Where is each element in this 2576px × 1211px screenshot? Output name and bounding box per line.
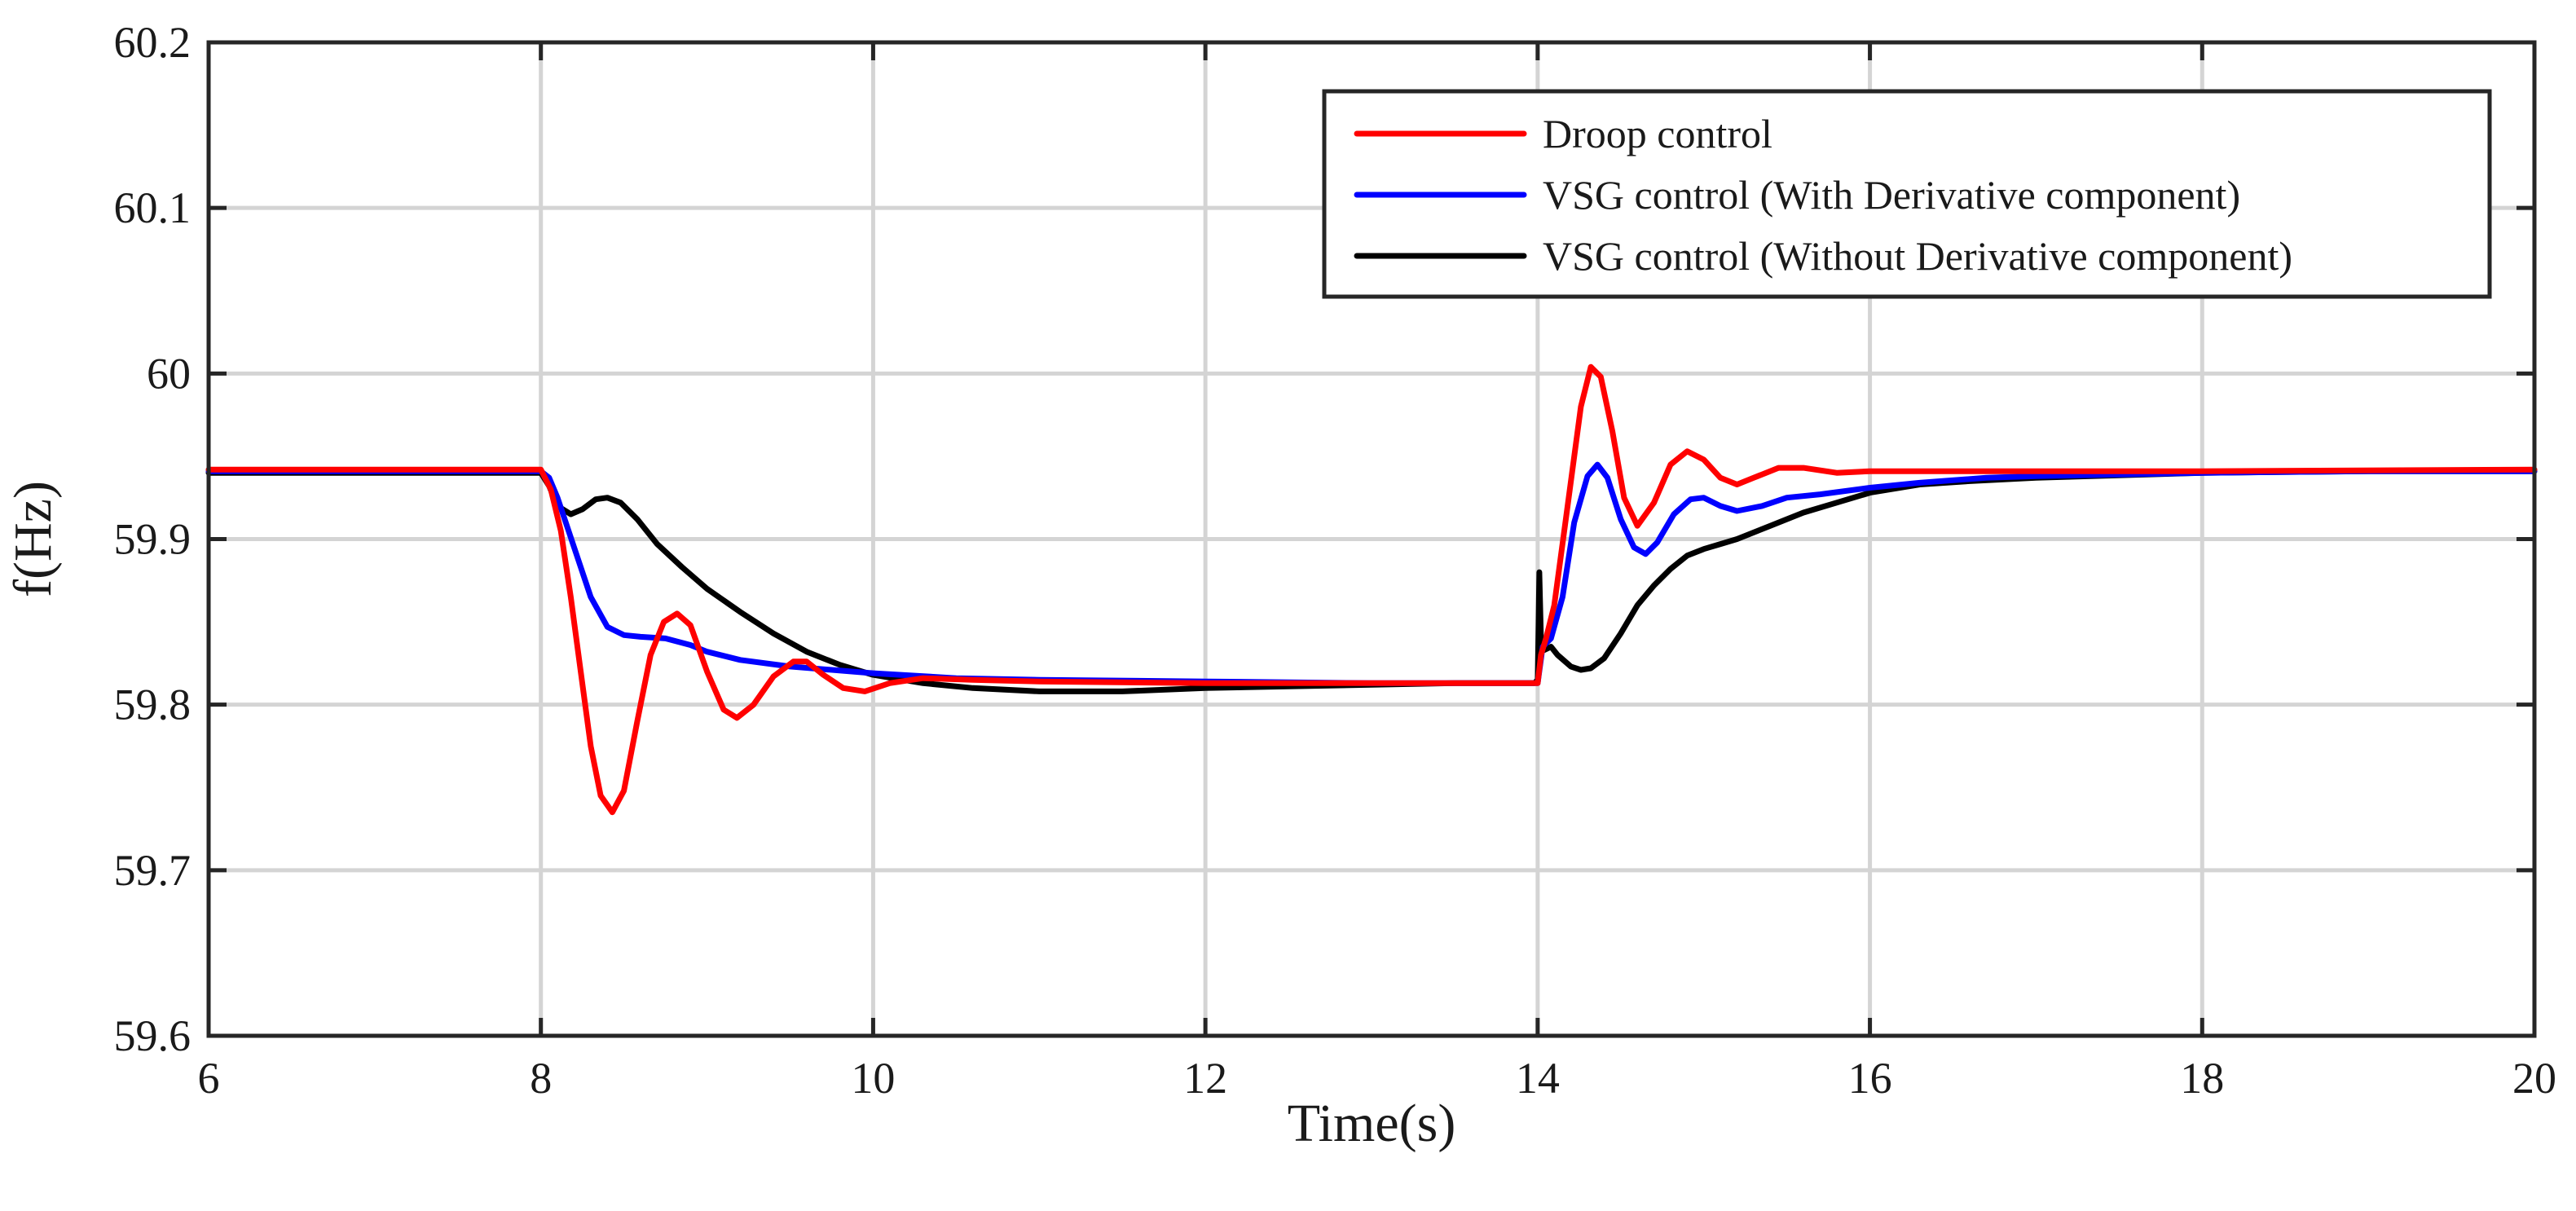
legend-label-vsg-with-derivative: VSG control (With Derivative component) xyxy=(1543,172,2240,218)
legend-label-vsg-without-derivative: VSG control (Without Derivative componen… xyxy=(1543,233,2292,279)
x-tick-label: 10 xyxy=(851,1054,895,1103)
x-tick-label: 16 xyxy=(1848,1054,1892,1103)
series-line-droop xyxy=(205,363,2538,816)
series-line-vsg-with-derivative xyxy=(205,461,2538,686)
x-tick-label: 12 xyxy=(1183,1054,1227,1103)
y-tick-label: 60.2 xyxy=(114,18,192,67)
y-tick-label: 59.7 xyxy=(114,846,192,895)
legend-label-droop: Droop control xyxy=(1543,111,1772,156)
x-tick-labels: 6 8 10 12 14 16 18 20 xyxy=(198,1054,2557,1103)
x-tick-label: 6 xyxy=(198,1054,220,1103)
x-tick-label: 20 xyxy=(2512,1054,2556,1103)
y-tick-label: 60 xyxy=(147,349,191,398)
series-lines xyxy=(205,363,2538,816)
axis-ticks xyxy=(206,40,2537,1038)
x-tick-label: 14 xyxy=(1516,1054,1560,1103)
y-tick-label: 59.8 xyxy=(114,680,192,729)
y-tick-labels: 59.6 59.7 59.8 59.9 60 60.1 60.2 xyxy=(114,18,192,1060)
x-axis-label: Time(s) xyxy=(1288,1094,1456,1153)
x-tick-label: 18 xyxy=(2180,1054,2224,1103)
y-tick-label: 59.6 xyxy=(114,1011,192,1060)
legend: Droop control VSG control (With Derivati… xyxy=(1322,89,2492,299)
y-axis-label: f(Hz) xyxy=(3,481,63,597)
y-tick-label: 60.1 xyxy=(114,183,192,232)
y-tick-label: 59.9 xyxy=(114,515,192,564)
x-tick-label: 8 xyxy=(530,1054,552,1103)
